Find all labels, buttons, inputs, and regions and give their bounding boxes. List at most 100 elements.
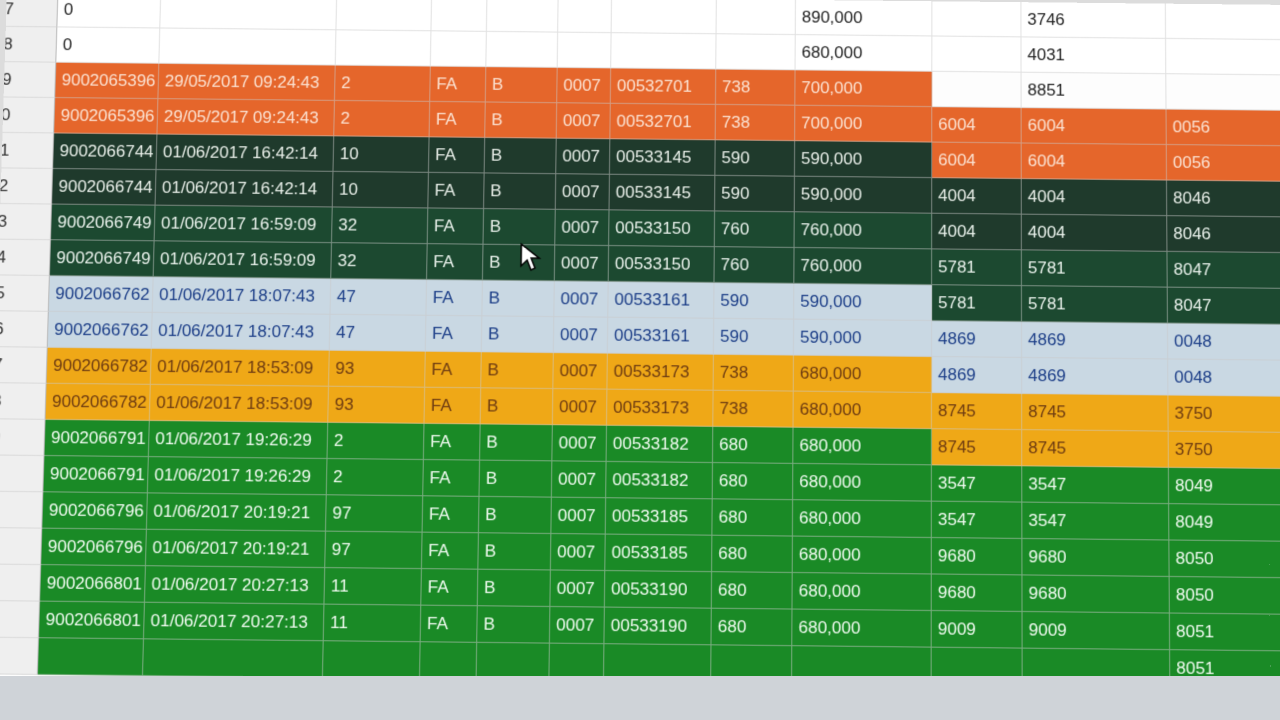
cell-net[interactable] <box>716 0 796 36</box>
cell-number[interactable]: 00533145 <box>609 139 716 176</box>
cell-code-a[interactable]: 5781 <box>932 249 1022 287</box>
cell-code-b[interactable]: 6004 <box>1021 143 1167 181</box>
cell-total[interactable]: 680,000 <box>793 427 932 466</box>
cell-code-b[interactable]: 3746 <box>1021 2 1167 39</box>
cell-net[interactable]: 680 <box>712 426 794 464</box>
row-header[interactable]: 0 <box>0 455 45 493</box>
cell-net[interactable]: 680 <box>712 535 793 573</box>
cell-code-b[interactable]: 8851 <box>1021 72 1167 110</box>
cell-number[interactable]: 00533150 <box>609 210 716 248</box>
cell-datetime[interactable]: 01/06/2017 18:07:43 <box>152 277 332 315</box>
cell-code-a[interactable]: 6004 <box>932 107 1022 144</box>
row-header[interactable]: 3 <box>0 564 42 602</box>
cell-code-a[interactable]: 4869 <box>931 321 1023 358</box>
cell-datetime[interactable] <box>142 639 324 678</box>
cell-net[interactable]: 680 <box>711 572 793 610</box>
cell-code-c[interactable]: 3750 <box>1168 395 1280 433</box>
cell-id[interactable]: 9002065396 <box>55 62 160 100</box>
cell-net[interactable] <box>716 34 796 71</box>
row-header[interactable]: 9 <box>0 419 46 457</box>
cell-code-b[interactable]: 3547 <box>1022 502 1170 541</box>
row-header[interactable]: 9 <box>3 62 57 99</box>
cell-point[interactable]: 0007 <box>553 353 608 390</box>
cell-point[interactable]: 0007 <box>554 281 609 318</box>
cell-count[interactable]: 47 <box>329 314 427 352</box>
cell-count[interactable]: 93 <box>328 350 426 388</box>
cell-point[interactable]: 0007 <box>550 570 606 608</box>
cell-code-b[interactable]: 3547 <box>1022 466 1170 505</box>
cell-type[interactable]: FA <box>425 315 483 353</box>
cell-total[interactable]: 680,000 <box>792 572 932 612</box>
row-header[interactable]: 8 <box>0 383 47 420</box>
cell-count[interactable]: 11 <box>323 604 422 643</box>
cell-code-c[interactable]: 0048 <box>1167 323 1280 361</box>
cell-type[interactable]: FA <box>421 569 479 607</box>
cell-point[interactable]: 0007 <box>549 606 605 645</box>
cell-datetime[interactable]: 01/06/2017 20:27:13 <box>144 566 326 605</box>
cell-id[interactable]: 0 <box>57 0 162 29</box>
cell-net[interactable]: 590 <box>715 175 795 213</box>
row-header[interactable]: 1 <box>0 491 44 529</box>
cell-series[interactable]: B <box>485 67 558 104</box>
cell-code-a[interactable]: 4869 <box>931 356 1023 394</box>
cell-type[interactable]: FA <box>423 423 481 461</box>
row-header[interactable]: 7 <box>5 0 59 28</box>
cell-count[interactable]: 32 <box>331 243 428 280</box>
cell-count[interactable]: 47 <box>330 278 428 316</box>
cell-datetime[interactable]: 01/06/2017 18:07:43 <box>151 312 331 351</box>
cell-net[interactable]: 738 <box>715 104 796 142</box>
cell-series[interactable] <box>486 31 559 68</box>
cell-total[interactable]: 590,000 <box>794 141 933 179</box>
cell-total[interactable]: 890,000 <box>795 0 933 37</box>
cell-point[interactable]: 0007 <box>555 174 610 211</box>
cell-net[interactable]: 590 <box>713 318 795 356</box>
row-header[interactable]: 5 <box>0 275 50 312</box>
cell-id[interactable]: 9002066801 <box>40 565 146 603</box>
cell-number[interactable]: 00533190 <box>604 607 712 646</box>
cell-type[interactable]: FA <box>428 137 486 174</box>
cell-total[interactable]: 680,000 <box>792 609 932 648</box>
row-header[interactable]: 6 <box>0 311 49 348</box>
cell-point[interactable] <box>558 0 612 34</box>
cell-id[interactable]: 9002066749 <box>49 240 155 278</box>
cell-code-b[interactable]: 9680 <box>1022 575 1170 614</box>
row-header[interactable] <box>0 637 39 675</box>
cell-series[interactable]: B <box>479 460 553 498</box>
cell-net[interactable]: 760 <box>714 247 795 284</box>
cell-total[interactable]: 590,000 <box>794 176 933 214</box>
row-header[interactable]: 2 <box>0 168 54 205</box>
cell-id[interactable]: 9002066796 <box>41 528 147 567</box>
cell-code-c[interactable]: 8047 <box>1167 251 1280 289</box>
cell-count[interactable]: 11 <box>324 568 422 606</box>
cell-datetime[interactable] <box>160 0 338 31</box>
cell-code-a[interactable]: 9680 <box>931 538 1023 576</box>
cell-point[interactable]: 0007 <box>556 103 611 140</box>
cell-id[interactable]: 9002066782 <box>45 383 151 421</box>
row-header[interactable]: 4 <box>0 601 41 639</box>
cell-net[interactable]: 738 <box>713 390 794 428</box>
cell-code-c[interactable]: 3750 <box>1168 431 1280 470</box>
cell-count[interactable]: 10 <box>332 171 429 209</box>
cell-code-a[interactable]: 3547 <box>931 501 1023 539</box>
cell-code-b[interactable]: 4004 <box>1021 179 1168 217</box>
cell-id[interactable]: 9002066744 <box>53 133 158 171</box>
cell-datetime[interactable]: 01/06/2017 18:53:09 <box>150 348 330 387</box>
cell-id[interactable]: 9002066801 <box>38 601 145 640</box>
cell-net[interactable]: 590 <box>715 140 796 177</box>
cell-series[interactable]: B <box>480 388 554 426</box>
cell-series[interactable] <box>486 0 559 33</box>
cell-code-c[interactable] <box>1166 74 1280 111</box>
cell-code-a[interactable]: 3547 <box>931 465 1023 503</box>
cell-count[interactable]: 2 <box>326 458 424 497</box>
cell-code-c[interactable]: 0056 <box>1166 144 1280 182</box>
cell-point[interactable]: 0007 <box>550 533 606 572</box>
cell-type[interactable]: FA <box>427 208 485 245</box>
cell-point[interactable]: 0007 <box>551 461 607 499</box>
cell-code-c[interactable]: 0048 <box>1168 359 1280 397</box>
cell-count[interactable]: 2 <box>334 100 431 138</box>
cell-code-a[interactable]: 9680 <box>931 574 1023 612</box>
cell-code-c[interactable]: 8050 <box>1169 576 1280 615</box>
cell-point[interactable]: 0007 <box>552 389 608 426</box>
cell-net[interactable]: 680 <box>712 463 794 501</box>
cell-datetime[interactable]: 01/06/2017 18:53:09 <box>149 384 329 423</box>
